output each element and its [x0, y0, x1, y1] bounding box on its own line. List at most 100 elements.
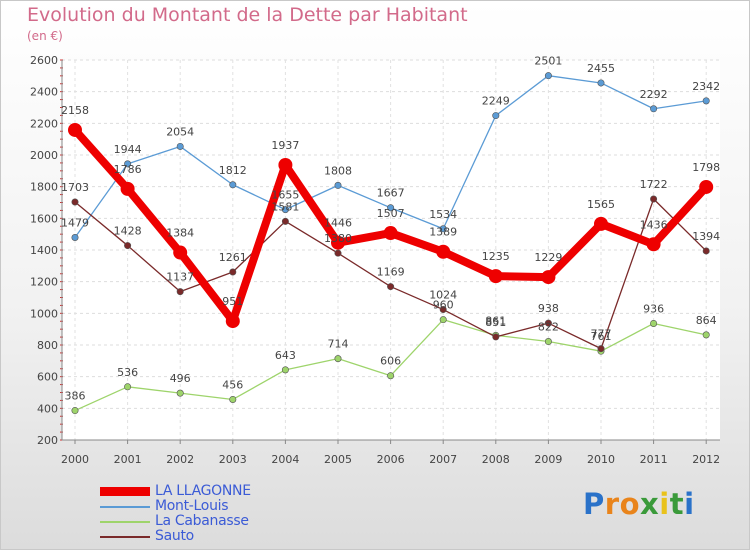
legend-item: Sauto [100, 529, 251, 544]
data-point [387, 283, 395, 291]
chart-subtitle: (en €) [27, 29, 63, 43]
data-point [124, 242, 132, 250]
data-point [439, 225, 447, 233]
data-point [120, 181, 135, 196]
logo-letter: r [604, 487, 620, 521]
data-label: 938 [538, 302, 559, 315]
data-label: 1428 [114, 225, 142, 238]
data-point [436, 244, 451, 259]
data-label: 1534 [429, 208, 457, 221]
data-point [176, 288, 184, 296]
y-tick-label: 800 [37, 339, 58, 352]
x-tick-label: 2003 [219, 453, 247, 466]
data-label: 1394 [692, 230, 720, 243]
data-label: 864 [696, 314, 717, 327]
data-label: 386 [65, 390, 86, 403]
x-tick-label: 2008 [482, 453, 510, 466]
data-point [68, 122, 82, 137]
legend-swatch [100, 505, 150, 508]
data-point [176, 389, 184, 397]
proxiti-logo: Proxiti [583, 487, 695, 521]
data-label: 1137 [166, 271, 194, 284]
x-tick-label: 2001 [114, 453, 142, 466]
data-label: 1479 [61, 216, 89, 229]
data-point [650, 319, 658, 327]
legend-item: Mont-Louis [100, 499, 251, 514]
data-label: 2158 [61, 104, 89, 117]
data-point [334, 181, 342, 189]
data-point [439, 316, 447, 324]
data-label: 777 [591, 328, 612, 341]
legend-label: Mont-Louis [155, 498, 229, 514]
y-tick-label: 2600 [30, 54, 58, 67]
data-label: 1389 [429, 226, 457, 239]
x-tick-label: 2005 [324, 453, 352, 466]
data-label: 1446 [324, 217, 352, 230]
data-point [699, 179, 714, 194]
data-label: 951 [222, 295, 243, 308]
x-tick-label: 2011 [640, 453, 668, 466]
data-point [702, 331, 710, 339]
data-label: 1944 [114, 143, 142, 156]
y-tick-label: 2000 [30, 149, 58, 162]
data-label: 1667 [377, 187, 405, 200]
data-label: 861 [485, 314, 506, 327]
data-point [702, 247, 710, 255]
data-point [594, 216, 608, 231]
data-point [124, 160, 132, 168]
x-tick-label: 2012 [692, 453, 720, 466]
data-point [331, 235, 345, 250]
logo-letter: x [640, 487, 660, 521]
data-point [334, 249, 342, 257]
data-label: 1655 [271, 189, 299, 202]
data-point [281, 366, 289, 374]
x-tick-label: 2002 [166, 453, 194, 466]
y-tick-label: 400 [37, 402, 58, 415]
y-tick-label: 1400 [30, 244, 58, 257]
data-label: 536 [117, 366, 138, 379]
data-point [173, 245, 188, 260]
data-point [229, 268, 237, 276]
data-point [124, 383, 132, 391]
data-label: 2455 [587, 62, 615, 75]
data-label: 761 [591, 330, 612, 343]
data-label: 1380 [324, 232, 352, 245]
data-point [229, 181, 237, 189]
data-point [650, 105, 658, 113]
data-point [597, 79, 605, 87]
y-tick-label: 1000 [30, 307, 58, 320]
x-tick-label: 2006 [377, 453, 405, 466]
data-point [71, 407, 79, 415]
data-point [278, 157, 293, 172]
x-tick-label: 2000 [61, 453, 89, 466]
data-label: 1798 [692, 161, 720, 174]
data-label: 1937 [271, 139, 299, 152]
data-point [492, 333, 500, 341]
chart-title: Evolution du Montant de la Dette par Hab… [27, 4, 468, 26]
data-point [229, 395, 237, 403]
legend-swatch [100, 487, 150, 496]
data-point [544, 338, 552, 346]
logo-letter: P [583, 487, 605, 521]
data-point [387, 372, 395, 380]
data-label: 936 [643, 302, 664, 315]
data-point [71, 198, 79, 206]
logo-letter: i [684, 487, 695, 521]
data-label: 2292 [640, 88, 668, 101]
x-tick-label: 2010 [587, 453, 615, 466]
data-label: 1722 [640, 178, 668, 191]
data-label: 1565 [587, 198, 615, 211]
data-label: 822 [538, 321, 559, 334]
data-label: 1261 [219, 251, 247, 264]
legend-swatch [100, 520, 150, 523]
data-label: 2501 [534, 55, 562, 68]
data-point [544, 319, 552, 327]
y-tick-label: 1600 [30, 212, 58, 225]
data-label: 1235 [482, 250, 510, 263]
data-label: 1436 [640, 218, 668, 231]
data-label: 1384 [166, 227, 194, 240]
y-tick-label: 200 [37, 434, 58, 447]
legend-item: La Cabanasse [100, 514, 251, 529]
data-label: 851 [485, 316, 506, 329]
